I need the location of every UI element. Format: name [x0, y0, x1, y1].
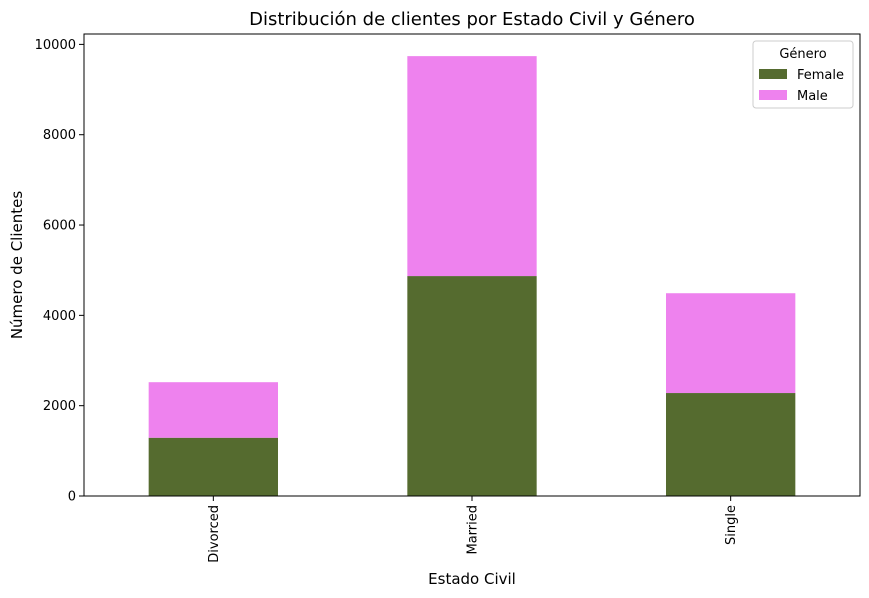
chart-title: Distribución de clientes por Estado Civi… [249, 9, 695, 30]
x-tick-label-single: Single [724, 505, 739, 545]
y-axis: 0 2000 4000 6000 8000 10000 [35, 38, 84, 505]
y-tick-label: 4000 [43, 309, 76, 324]
y-tick-label: 2000 [43, 399, 76, 414]
legend-swatch-female [759, 69, 787, 79]
legend-label-male: Male [797, 89, 828, 104]
bar-male-divorced [148, 382, 278, 438]
x-axis: Divorced Married Single [207, 496, 739, 563]
legend-label-female: Female [797, 68, 844, 83]
x-axis-title: Estado Civil [428, 570, 516, 588]
y-tick-label: 8000 [43, 128, 76, 143]
y-tick-label: 10000 [35, 38, 76, 53]
x-tick-label-married: Married [466, 505, 481, 555]
bar-male-single [666, 293, 796, 394]
x-tick-label-divorced: Divorced [207, 505, 222, 563]
legend-title: Género [779, 47, 826, 62]
legend: Género Female Male [752, 40, 854, 109]
bars-group [148, 56, 796, 496]
bar-male-married [407, 56, 537, 277]
bar-female-married [407, 276, 537, 496]
y-tick-label: 0 [68, 490, 76, 505]
y-tick-label: 6000 [43, 219, 76, 234]
y-axis-title: Número de Clientes [8, 191, 26, 340]
bar-female-single [666, 393, 796, 496]
legend-swatch-male [759, 90, 787, 100]
bar-female-divorced [148, 437, 278, 496]
